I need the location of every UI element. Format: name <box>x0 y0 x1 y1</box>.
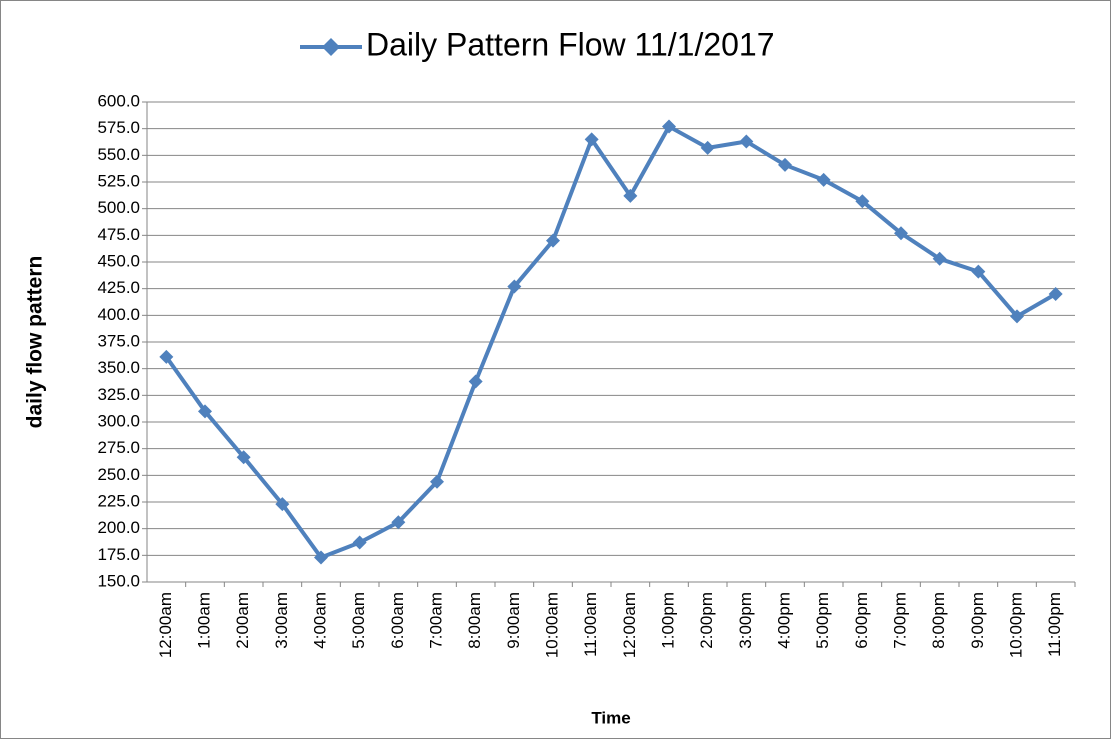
y-tick-label: 275.0 <box>97 438 140 457</box>
x-tick-label: 3:00am <box>272 592 291 649</box>
y-tick-label: 425.0 <box>97 278 140 297</box>
marker <box>855 194 870 209</box>
x-tick-label: 5:00am <box>349 592 368 649</box>
marker <box>275 497 290 512</box>
marker <box>700 140 715 155</box>
y-tick-label: 350.0 <box>97 358 140 377</box>
marker <box>778 157 792 172</box>
y-tick-label: 200.0 <box>97 518 140 537</box>
x-tick-label: 11:00am <box>581 592 600 657</box>
marker <box>546 233 560 248</box>
y-tick-label: 525.0 <box>97 171 140 190</box>
y-tick-label: 300.0 <box>97 411 140 430</box>
y-tick-label: 575.0 <box>97 118 140 137</box>
marker <box>1048 287 1063 301</box>
x-tick-label: 12:00am <box>156 592 175 658</box>
y-tick-label: 150.0 <box>97 571 140 590</box>
marker <box>236 450 251 465</box>
marker <box>816 172 831 187</box>
y-tick-label: 450.0 <box>97 251 140 270</box>
x-tick-label: 3:00pm <box>736 592 755 649</box>
marker <box>430 474 444 489</box>
y-tick-label: 500.0 <box>97 198 140 217</box>
x-tick-label: 9:00am <box>504 592 523 649</box>
x-tick-label: 9:00pm <box>968 592 987 649</box>
x-tick-label: 4:00pm <box>774 592 793 649</box>
x-tick-label: 8:00am <box>465 592 484 649</box>
x-tick-label: 10:00am <box>542 592 561 658</box>
x-tick-label: 7:00pm <box>890 592 909 649</box>
x-tick-label: 1:00am <box>194 592 213 649</box>
marker <box>894 226 908 241</box>
y-tick-label: 400.0 <box>97 305 140 324</box>
y-tick-label: 250.0 <box>97 465 140 484</box>
marker <box>352 535 367 550</box>
y-tick-label: 325.0 <box>97 385 140 404</box>
y-tick-label: 375.0 <box>97 331 140 350</box>
marker <box>314 550 328 565</box>
line <box>164 124 1057 560</box>
x-tick-label: 2:00pm <box>697 592 716 649</box>
y-tick-label: 225.0 <box>97 491 140 510</box>
x-tick-label: 8:00pm <box>929 592 948 649</box>
marker <box>391 515 406 530</box>
marker <box>159 349 174 364</box>
y-tick-label: 475.0 <box>97 225 140 244</box>
x-tick-label: 7:00am <box>426 592 445 649</box>
x-tick-label: 6:00am <box>388 592 407 649</box>
marker <box>971 264 986 279</box>
x-tick-label: 12:00am <box>620 592 639 658</box>
marker <box>662 119 676 134</box>
y-tick-label: 600.0 <box>97 91 140 110</box>
marker <box>932 251 947 266</box>
marker <box>1010 309 1024 324</box>
x-axis-label: Time <box>591 708 630 727</box>
y-axis-label: daily flow pattern <box>24 256 47 429</box>
x-tick-label: 5:00pm <box>813 592 832 649</box>
legend-label: Daily Pattern Flow 11/1/2017 <box>366 26 775 62</box>
marker <box>623 188 638 203</box>
y-tick-label: 550.0 <box>97 145 140 164</box>
marker <box>739 134 754 149</box>
marker <box>507 279 522 294</box>
marker <box>468 374 483 389</box>
x-tick-label: 11:00pm <box>1045 592 1064 657</box>
x-tick-label: 1:00pm <box>658 592 677 649</box>
marker <box>584 132 599 147</box>
x-tick-label: 6:00pm <box>852 592 871 649</box>
marker <box>198 404 212 419</box>
x-tick-label: 10:00pm <box>1006 592 1025 658</box>
x-tick-label: 2:00am <box>233 592 252 649</box>
legend-marker <box>322 38 340 56</box>
x-tick-label: 4:00am <box>310 592 329 649</box>
y-tick-label: 175.0 <box>97 545 140 564</box>
